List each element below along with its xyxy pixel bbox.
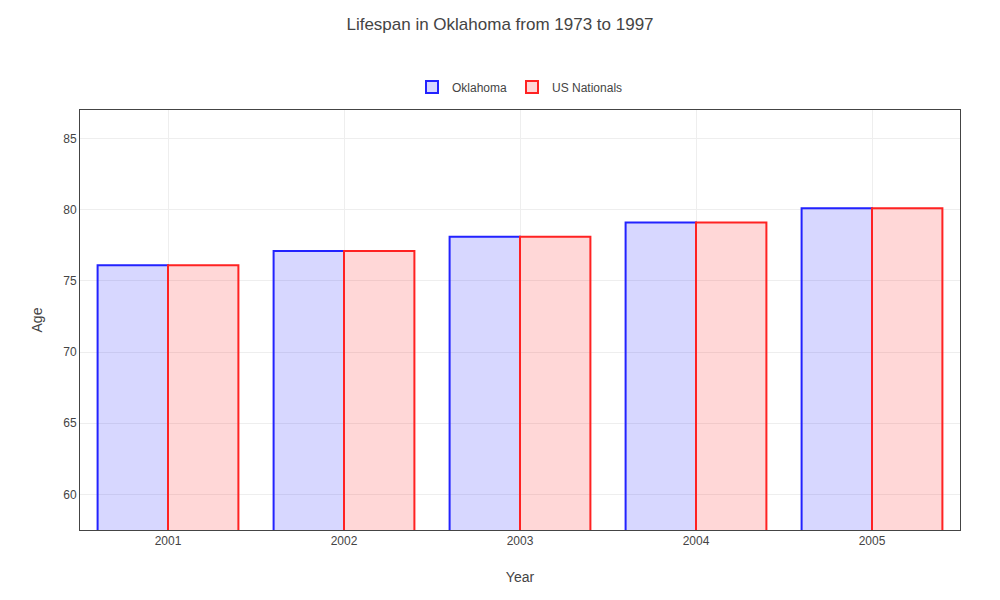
svg-text:75: 75	[63, 274, 77, 288]
svg-text:65: 65	[63, 416, 77, 430]
svg-text:2004: 2004	[683, 534, 710, 548]
svg-text:85: 85	[63, 132, 77, 146]
svg-text:80: 80	[63, 203, 77, 217]
svg-text:US Nationals: US Nationals	[552, 81, 622, 95]
svg-text:70: 70	[63, 345, 77, 359]
svg-text:Lifespan in Oklahoma from 1973: Lifespan in Oklahoma from 1973 to 1997	[346, 15, 653, 34]
svg-text:2003: 2003	[507, 534, 534, 548]
svg-text:Year: Year	[506, 569, 535, 585]
svg-text:2002: 2002	[331, 534, 358, 548]
svg-text:Oklahoma: Oklahoma	[452, 81, 507, 95]
svg-text:2005: 2005	[859, 534, 886, 548]
svg-text:Age: Age	[29, 307, 45, 332]
svg-text:2001: 2001	[155, 534, 182, 548]
svg-text:60: 60	[63, 488, 77, 502]
